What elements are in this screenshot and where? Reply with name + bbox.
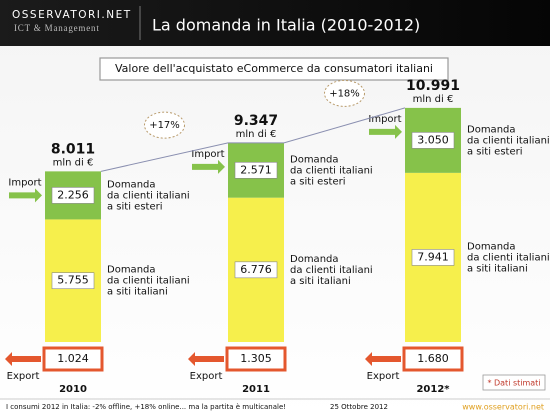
export-box bbox=[225, 346, 287, 372]
chart-title: Valore dell'acquistato eCommerce da cons… bbox=[115, 62, 433, 75]
logo: OSSERVATORI.NET bbox=[12, 9, 132, 21]
value-label-box bbox=[51, 187, 95, 204]
total-label: 8.011 bbox=[51, 141, 95, 157]
slide-title: La domanda in Italia (2010-2012) bbox=[152, 16, 420, 35]
value-label-box bbox=[51, 272, 95, 290]
export-label: Export bbox=[190, 371, 223, 382]
import-arrow bbox=[9, 188, 42, 203]
trend-line bbox=[100, 107, 406, 172]
value-label: 3.050 bbox=[417, 133, 449, 146]
value-label-box bbox=[234, 261, 278, 279]
value-label-box bbox=[411, 249, 455, 266]
export-box bbox=[402, 346, 464, 372]
category-label: 2012* bbox=[416, 384, 450, 395]
value-label: 2.571 bbox=[240, 163, 272, 176]
segment-label: a siti esteri bbox=[290, 176, 346, 187]
segment-label: da clienti italiani bbox=[467, 252, 550, 263]
growth-label: +18% bbox=[329, 88, 360, 99]
footer-url: www.osservatori.net bbox=[462, 403, 544, 412]
segment-label: a siti italiani bbox=[107, 287, 168, 298]
segment-label: da clienti italiani bbox=[290, 265, 373, 276]
total-unit: mln di € bbox=[413, 94, 454, 105]
export-arrow bbox=[188, 352, 224, 366]
segment-label: Domanda bbox=[467, 124, 516, 135]
value-label: 7.941 bbox=[417, 250, 449, 263]
export-arrow bbox=[5, 352, 41, 366]
export-value: 1.305 bbox=[240, 352, 272, 365]
segment-label: Domanda bbox=[467, 241, 516, 252]
export-label: Export bbox=[367, 371, 400, 382]
segment-label: Domanda bbox=[107, 265, 156, 276]
segment-label: Domanda bbox=[290, 154, 339, 165]
footer-left: I consumi 2012 in Italia: -2% offline, +… bbox=[6, 403, 286, 411]
total-label: 9.347 bbox=[234, 113, 278, 129]
value-label: 2.256 bbox=[57, 188, 89, 201]
note: * Dati stimati bbox=[487, 379, 540, 388]
segment-label: da clienti italiani bbox=[107, 190, 190, 201]
export-value: 1.024 bbox=[57, 352, 89, 365]
total-unit: mln di € bbox=[236, 129, 277, 140]
segment-label: a siti esteri bbox=[107, 201, 163, 212]
export-arrow bbox=[365, 352, 401, 366]
value-label-box bbox=[411, 132, 455, 149]
growth-bubble bbox=[144, 111, 185, 139]
segment-label: da clienti italiani bbox=[290, 165, 373, 176]
header-bar bbox=[0, 0, 550, 46]
import-arrow bbox=[192, 159, 225, 174]
logo-sub: ICT & Management bbox=[14, 23, 100, 33]
import-label: Import bbox=[191, 149, 224, 160]
growth-label: +17% bbox=[149, 120, 180, 131]
footer-date: 25 Ottobre 2012 bbox=[330, 403, 388, 411]
total-label: 10.991 bbox=[406, 78, 460, 94]
segment-label: a siti italiani bbox=[290, 276, 351, 287]
value-label: 5.755 bbox=[57, 274, 89, 287]
export-label: Export bbox=[7, 371, 40, 382]
category-label: 2010 bbox=[59, 384, 87, 395]
segment-label: a siti italiani bbox=[467, 263, 528, 274]
growth-bubble bbox=[324, 79, 365, 107]
segment-label: da clienti italiani bbox=[467, 135, 550, 146]
segment-label: a siti esteri bbox=[467, 146, 523, 157]
import-arrow bbox=[369, 124, 402, 139]
segment-label: da clienti italiani bbox=[107, 276, 190, 287]
import-label: Import bbox=[8, 177, 41, 188]
segment-label: Domanda bbox=[290, 254, 339, 265]
export-value: 1.680 bbox=[417, 352, 449, 365]
segment-label: Domanda bbox=[107, 179, 156, 190]
export-box bbox=[42, 346, 104, 372]
value-label-box bbox=[234, 161, 278, 179]
value-label: 6.776 bbox=[240, 263, 272, 276]
category-label: 2011 bbox=[242, 384, 270, 395]
import-label: Import bbox=[368, 114, 401, 125]
total-unit: mln di € bbox=[53, 157, 94, 168]
note-box bbox=[482, 374, 546, 391]
subtitle-box bbox=[99, 57, 449, 81]
